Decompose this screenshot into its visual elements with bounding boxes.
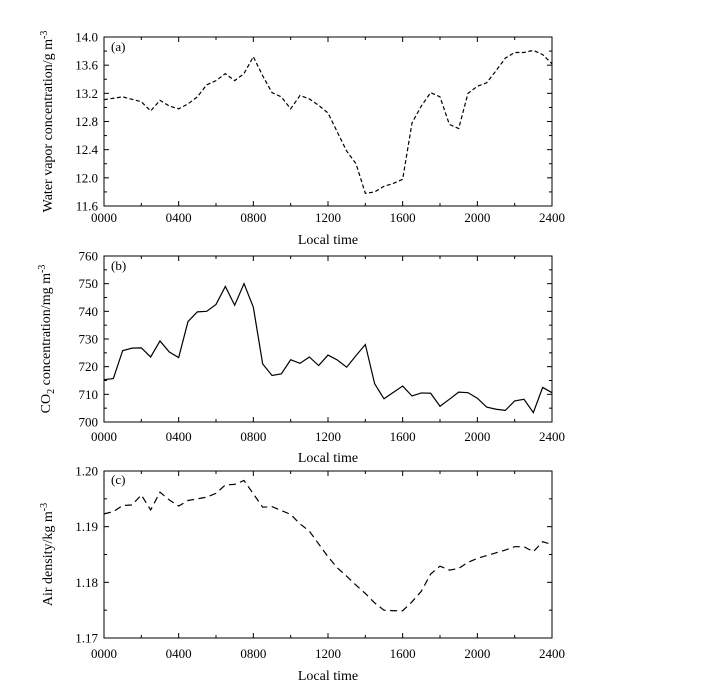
x-tick-label: 0400 xyxy=(166,429,192,444)
x-tick-label: 0800 xyxy=(240,429,266,444)
y-tick-label: 710 xyxy=(79,387,99,402)
y-axis-title-main: CO xyxy=(39,394,54,413)
y-tick-label: 12.0 xyxy=(75,170,98,185)
y-tick-label: 11.6 xyxy=(76,199,99,214)
x-tick-label: 0000 xyxy=(91,429,117,444)
y-tick-label: 730 xyxy=(79,332,99,347)
x-tick-label: 1200 xyxy=(315,210,341,225)
y-axis-title-superscript: -3 xyxy=(37,265,48,273)
y-tick-label: 700 xyxy=(79,415,99,430)
y-tick-label: 1.17 xyxy=(75,631,98,646)
series-line-a xyxy=(103,49,553,194)
y-tick-label: 14.0 xyxy=(75,30,98,45)
x-tick-label: 2400 xyxy=(539,429,565,444)
y-axis-title-superscript: -3 xyxy=(39,503,50,511)
x-tick-label: 0000 xyxy=(91,646,117,661)
y-axis-title-superscript: -3 xyxy=(39,31,50,39)
series-line-c xyxy=(103,479,553,612)
x-axis-title: Local time xyxy=(298,669,358,684)
chart-panel-b: 0000 0400 0800 1200 1600 2000 2400 700 710 720 730… xyxy=(37,249,565,467)
y-tick-label: 750 xyxy=(79,276,99,291)
x-tick-label: 2000 xyxy=(464,210,490,225)
x-tick-label: 2400 xyxy=(539,210,565,225)
y-tick-label: 1.19 xyxy=(75,519,98,534)
plot-frame xyxy=(103,36,553,207)
y-axis-title: Air density/kg m-3 xyxy=(39,503,56,606)
x-tick-label: 0400 xyxy=(166,646,192,661)
y-tick-label: 12.8 xyxy=(75,114,98,129)
x-tick-label: 1600 xyxy=(390,210,416,225)
panel-label: (b) xyxy=(111,258,126,273)
y-tick-label: 12.4 xyxy=(75,142,98,157)
chart-panel-c: 0000 0400 0800 1200 1600 2000 2400 1.17 1.18 1.19… xyxy=(39,464,565,685)
plot-frame xyxy=(103,255,553,423)
x-tick-label: 0800 xyxy=(240,210,266,225)
panel-label: (c) xyxy=(111,472,125,487)
series-line-b xyxy=(103,282,553,414)
plot-frame xyxy=(103,470,553,639)
x-tick-label: 1200 xyxy=(315,646,341,661)
y-axis-title-main: Air density/kg m xyxy=(41,511,56,606)
y-tick-label: 1.18 xyxy=(75,575,98,590)
x-tick-label: 0000 xyxy=(91,210,117,225)
y-tick-label: 1.20 xyxy=(75,464,98,479)
x-tick-label: 1200 xyxy=(315,429,341,444)
x-tick-label: 2000 xyxy=(464,429,490,444)
y-axis-title: CO2 concentration/mg m-3 xyxy=(37,265,57,414)
y-axis-title: Water vapor concentration/g m-3 xyxy=(39,31,56,213)
x-tick-label: 2400 xyxy=(539,646,565,661)
y-axis-title-subscript: 2 xyxy=(46,389,57,394)
y-axis-title-tail: concentration/mg m xyxy=(39,273,54,389)
x-axis-title: Local time xyxy=(298,233,358,248)
y-tick-label: 760 xyxy=(79,249,99,264)
y-tick-label: 740 xyxy=(79,304,99,319)
x-tick-label: 1600 xyxy=(390,429,416,444)
x-tick-label: 0400 xyxy=(166,210,192,225)
y-tick-label: 13.2 xyxy=(75,86,98,101)
y-tick-label: 720 xyxy=(79,359,99,374)
y-tick-label: 13.6 xyxy=(75,58,98,73)
x-tick-label: 2000 xyxy=(464,646,490,661)
x-tick-label: 1600 xyxy=(390,646,416,661)
chart-panel-a: 0000 0400 0800 1200 1600 2000 2400 11.6 12.0 12.4… xyxy=(39,30,565,249)
panel-label: (a) xyxy=(111,39,125,54)
y-axis-title-main: Water vapor concentration/g m xyxy=(41,39,56,213)
x-tick-label: 0800 xyxy=(240,646,266,661)
x-axis-title: Local time xyxy=(298,451,358,466)
